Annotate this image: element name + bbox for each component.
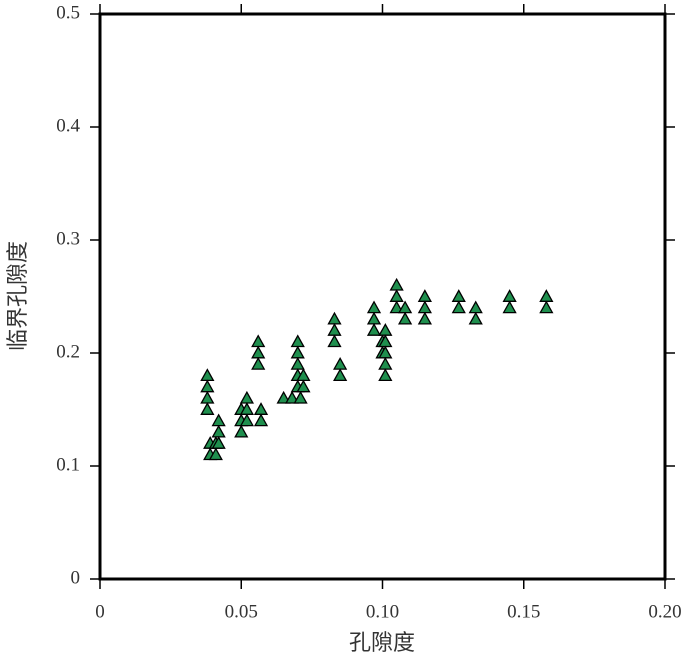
point [378,323,393,336]
point [366,300,382,314]
x-tick-label: 0.05 [225,601,258,622]
point [200,390,215,404]
point [378,356,393,370]
point [378,368,393,382]
point [327,311,342,325]
point [389,289,404,302]
point [539,300,554,314]
point [468,311,483,325]
point [290,345,305,359]
point [200,379,215,393]
point [211,436,226,449]
y-tick-label: 0.4 [56,115,80,136]
point [234,424,249,438]
point [239,390,255,404]
point [284,390,300,404]
point [451,300,466,314]
point [200,368,215,382]
point [451,289,466,302]
point [366,323,382,336]
point [208,447,223,461]
point [397,311,413,325]
x-tick-label: 0.15 [507,601,540,622]
y-tick-label: 0.5 [56,2,80,23]
point [200,402,215,415]
x-tick-label: 0.10 [366,601,399,622]
point [389,300,404,314]
point [276,390,291,404]
point [327,323,342,336]
point [417,300,432,314]
point [417,289,432,302]
y-tick-label: 0.2 [56,341,80,362]
point [239,413,255,427]
y-tick-label: 0 [71,567,81,588]
point [333,356,348,370]
point [251,345,266,359]
point [333,368,348,382]
point [251,356,266,370]
x-tick-label: 0 [95,601,105,622]
point [251,334,266,348]
point [290,356,305,370]
point [296,379,311,393]
y-tick-label: 0.1 [56,454,80,475]
point [539,289,554,302]
point [389,277,404,291]
point [502,300,517,314]
point [327,334,342,348]
point [211,424,226,438]
x-axis-label: 孔隙度 [349,630,415,655]
point [253,402,269,415]
point [366,311,382,325]
point [253,413,269,427]
x-tick-label: 0.20 [648,601,681,622]
point [211,413,226,427]
point [502,289,517,302]
plot-frame [98,12,667,581]
point [290,334,305,348]
point [468,300,483,314]
y-axis-label: 临界孔隙度 [5,241,30,351]
point [417,311,432,325]
point [293,390,308,404]
y-tick-label: 0.3 [56,228,80,249]
point [397,300,413,314]
